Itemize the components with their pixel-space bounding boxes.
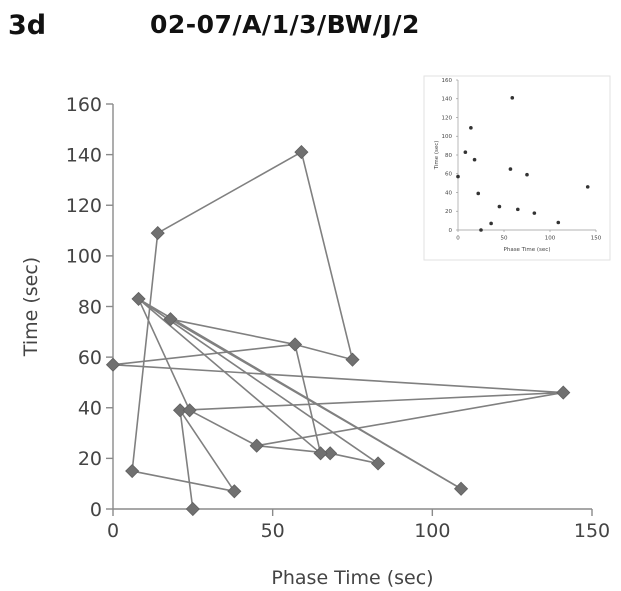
data-point xyxy=(556,220,561,225)
data-point xyxy=(185,501,200,517)
data-point xyxy=(294,145,309,160)
x-tick-label: 100 xyxy=(545,236,556,242)
data-point xyxy=(249,438,264,453)
x-tick-label: 0 xyxy=(456,236,460,242)
y-tick-label: 100 xyxy=(442,134,453,140)
data-point xyxy=(345,352,360,367)
figure-title: 02-07/A/1/3/BW/J/2 xyxy=(150,10,420,39)
data-point xyxy=(525,172,529,177)
data-point xyxy=(131,291,146,306)
data-point xyxy=(532,211,537,215)
y-tick-label: 20 xyxy=(78,448,102,470)
x-tick-label: 100 xyxy=(414,520,450,542)
x-tick-label: 50 xyxy=(501,236,508,242)
panel-label: 3d xyxy=(8,10,47,41)
data-point xyxy=(463,150,468,154)
data-point xyxy=(469,126,473,130)
y-tick-label: 80 xyxy=(445,153,452,159)
y-axis-label: Time (sec) xyxy=(20,257,42,357)
x-axis-label: Phase Time (sec) xyxy=(271,567,433,589)
x-axis-label: Phase Time (sec) xyxy=(504,247,551,253)
data-point xyxy=(105,357,121,372)
y-tick-label: 40 xyxy=(78,398,102,420)
data-point xyxy=(150,226,165,241)
data-point xyxy=(585,185,590,189)
data-point xyxy=(489,221,493,226)
data-point xyxy=(510,96,515,100)
data-point xyxy=(556,385,571,400)
data-point xyxy=(313,446,328,461)
data-point xyxy=(472,157,477,162)
data-point xyxy=(476,191,481,196)
y-tick-label: 0 xyxy=(449,228,453,234)
x-tick-label: 150 xyxy=(574,520,610,542)
y-tick-label: 120 xyxy=(66,195,102,217)
x-tick-label: 0 xyxy=(107,520,119,542)
data-point xyxy=(227,484,242,499)
main-chart: 0 20 40 60 80 100 120 140 160 0 50 100 150 Phase Time… xyxy=(20,94,610,589)
data-point xyxy=(479,228,483,232)
y-tick-label: 60 xyxy=(445,172,452,178)
y-tick-label: 120 xyxy=(442,115,453,121)
data-point xyxy=(172,403,188,418)
data-point xyxy=(508,167,513,171)
data-point xyxy=(287,337,303,352)
inset-chart: 0 20 40 60 80 100 120 140 160 0 50 100 150 Phase Time… xyxy=(423,75,611,261)
data-point xyxy=(182,403,197,418)
data-point xyxy=(163,312,178,327)
data-point xyxy=(454,481,469,496)
data-point xyxy=(370,456,386,471)
y-tick-label: 160 xyxy=(442,78,453,84)
y-tick-label: 160 xyxy=(66,94,102,116)
data-point xyxy=(323,446,338,461)
data-point xyxy=(497,204,502,209)
x-tick-label: 150 xyxy=(591,236,602,242)
data-point xyxy=(516,207,520,212)
data-point xyxy=(456,174,460,179)
inset-frame xyxy=(423,75,611,261)
y-tick-label: 100 xyxy=(66,246,102,268)
y-tick-label: 40 xyxy=(445,190,452,196)
data-point xyxy=(125,463,140,479)
y-axis-label: Time (sec) xyxy=(434,141,440,171)
y-tick-label: 80 xyxy=(78,296,102,318)
y-tick-label: 0 xyxy=(90,499,102,521)
y-tick-label: 60 xyxy=(78,347,102,369)
x-tick-label: 50 xyxy=(261,520,285,542)
y-tick-label: 20 xyxy=(445,209,452,215)
y-tick-label: 140 xyxy=(442,97,453,103)
y-tick-label: 140 xyxy=(66,144,102,166)
